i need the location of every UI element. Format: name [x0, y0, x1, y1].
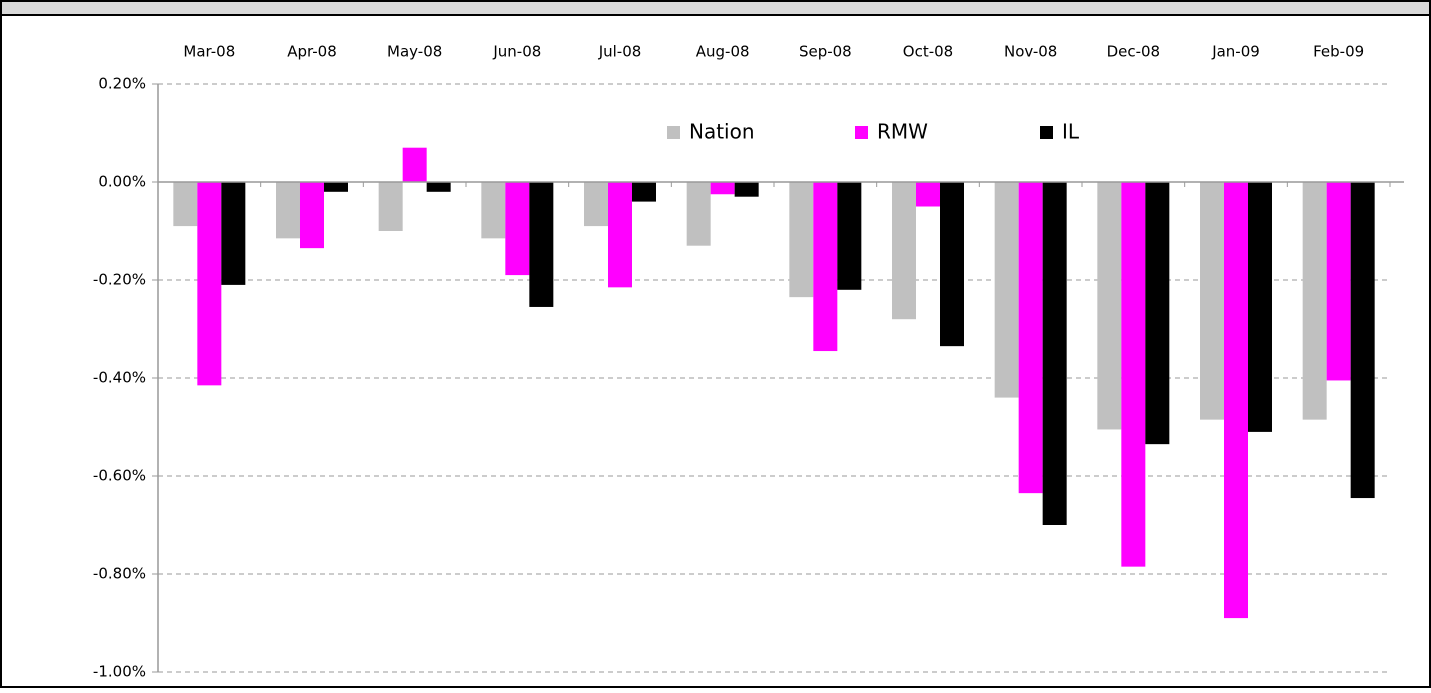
bar — [608, 182, 632, 288]
bar — [686, 182, 711, 246]
x-tick-label: Oct-08 — [903, 43, 953, 61]
x-tick-label: Sep-08 — [799, 43, 852, 61]
x-tick-label: Jun-08 — [492, 43, 541, 61]
legend-label: Nation — [689, 120, 755, 144]
y-tick-label: -0.80% — [93, 565, 146, 583]
bar — [197, 182, 222, 386]
x-tick-label: Feb-09 — [1313, 43, 1364, 61]
x-tick-label: Apr-08 — [287, 43, 337, 61]
bar — [994, 182, 1019, 398]
bar — [402, 147, 427, 182]
x-tick-label: Nov-08 — [1004, 43, 1057, 61]
y-tick-label: -0.60% — [93, 467, 146, 485]
bar — [1326, 182, 1351, 381]
y-tick-label: -1.00% — [93, 663, 146, 681]
bar — [276, 182, 300, 239]
bar — [710, 182, 735, 195]
x-tick-label: May-08 — [387, 43, 442, 61]
bar — [481, 182, 506, 239]
legend-swatch — [667, 126, 680, 139]
bar — [1200, 182, 1224, 420]
bar — [892, 182, 916, 320]
y-tick-label: -0.20% — [93, 271, 146, 289]
bar — [173, 182, 198, 227]
bar — [837, 182, 862, 290]
bar — [1224, 182, 1248, 619]
y-tick-label: 0.20% — [98, 75, 146, 93]
bar — [529, 182, 554, 307]
bar — [584, 182, 608, 227]
legend-swatch — [1040, 126, 1053, 139]
bar — [1350, 182, 1375, 499]
bar — [940, 182, 964, 347]
bar — [1145, 182, 1170, 445]
bar — [789, 182, 814, 298]
bar — [1097, 182, 1122, 430]
bar — [632, 182, 656, 202]
bar — [734, 182, 759, 197]
y-tick-label: 0.00% — [98, 173, 146, 191]
bar — [426, 182, 451, 192]
x-tick-label: Dec-08 — [1107, 43, 1161, 61]
y-tick-label: -0.40% — [93, 369, 146, 387]
bar — [813, 182, 838, 352]
bar — [505, 182, 530, 276]
bar — [1302, 182, 1327, 420]
bar — [1121, 182, 1146, 567]
x-tick-label: Jul-08 — [598, 43, 642, 61]
header-band — [0, 0, 1431, 16]
bar — [916, 182, 940, 207]
bar — [1042, 182, 1067, 525]
x-tick-label: Mar-08 — [183, 43, 235, 61]
legend-swatch — [855, 126, 868, 139]
x-tick-label: Aug-08 — [696, 43, 750, 61]
x-tick-label: Jan-09 — [1211, 43, 1260, 61]
bar — [1248, 182, 1272, 432]
legend-label: RMW — [877, 120, 928, 144]
bar — [1018, 182, 1043, 494]
bar — [378, 182, 403, 231]
bar — [300, 182, 324, 249]
legend-label: IL — [1062, 120, 1080, 144]
bar — [324, 182, 348, 192]
bar — [221, 182, 246, 285]
